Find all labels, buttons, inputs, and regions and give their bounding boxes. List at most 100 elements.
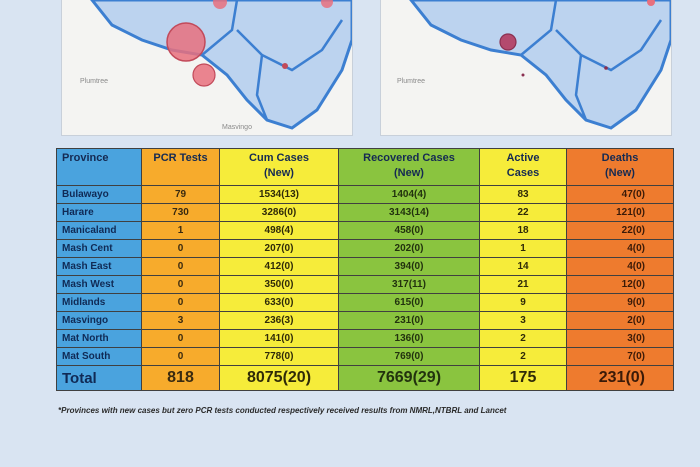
cell-province: Bulawayo (56, 185, 142, 204)
cell-deaths: 22(0) (566, 221, 674, 240)
map-label: Masvingo (222, 124, 252, 131)
cell-province: Midlands (56, 293, 142, 312)
bubble (321, 0, 333, 8)
header-deaths: Deaths (New) (566, 148, 674, 186)
map-shapes (90, 0, 352, 130)
cell-active: 21 (479, 275, 567, 294)
table-row: Bulawayo 79 1534(13) 1404(4) 83 47(0) (56, 185, 674, 204)
cell-deaths: 4(0) (566, 239, 674, 258)
cell-cum: 498(4) (219, 221, 339, 240)
table-row: Mash East 0 412(0) 394(0) 14 4(0) (56, 257, 674, 276)
cell-cum: 3286(0) (219, 203, 339, 222)
cell-recovered: 317(11) (338, 275, 480, 294)
cell-pcr: 0 (141, 293, 220, 312)
cell-deaths: 121(0) (566, 203, 674, 222)
cases-map: Plumtree Masvingo (62, 0, 352, 135)
total-deaths: 231(0) (566, 365, 674, 391)
cell-active: 2 (479, 347, 567, 366)
country-outline (409, 0, 671, 130)
cell-deaths: 7(0) (566, 347, 674, 366)
cell-province: Manicaland (56, 221, 142, 240)
cell-province: Mash Cent (56, 239, 142, 258)
header-line: Deaths (601, 152, 639, 164)
cell-recovered: 769(0) (338, 347, 480, 366)
header-line: Recovered Cases (363, 152, 455, 164)
cell-active: 9 (479, 293, 567, 312)
cell-recovered: 394(0) (338, 257, 480, 276)
header-line: (New) (264, 167, 294, 179)
cell-pcr: 79 (141, 185, 220, 204)
cell-province: Masvingo (56, 311, 142, 330)
total-cum: 8075(20) (219, 365, 339, 391)
cell-province: Mat South (56, 347, 142, 366)
covid-province-table: Province PCR Tests Cum Cases (New) Recove… (56, 148, 674, 391)
cell-province: Mash West (56, 275, 142, 294)
cell-cum: 412(0) (219, 257, 339, 276)
table-total-row: Total 818 8075(20) 7669(29) 175 231(0) (56, 365, 674, 391)
cell-cum: 633(0) (219, 293, 339, 312)
bubble (192, 63, 216, 87)
cell-active: 2 (479, 329, 567, 348)
header-line: (New) (605, 167, 635, 179)
bubble-harare (166, 22, 206, 62)
table-row: Manicaland 1 498(4) 458(0) 18 22(0) (56, 221, 674, 240)
header-province: Province (56, 148, 142, 186)
cell-cum: 778(0) (219, 347, 339, 366)
cell-cum: 1534(13) (219, 185, 339, 204)
header-pcr-tests: PCR Tests (141, 148, 220, 186)
country-outline (90, 0, 352, 130)
cell-pcr: 1 (141, 221, 220, 240)
header-active: Active Cases (479, 148, 567, 186)
table-row: Mat South 0 778(0) 769(0) 2 7(0) (56, 347, 674, 366)
cell-deaths: 47(0) (566, 185, 674, 204)
cell-recovered: 136(0) (338, 329, 480, 348)
table-row: Harare 730 3286(0) 3143(14) 22 121(0) (56, 203, 674, 222)
cell-active: 83 (479, 185, 567, 204)
province-border (236, 19, 344, 72)
cell-deaths: 4(0) (566, 257, 674, 276)
cell-province: Mat North (56, 329, 142, 348)
province-border (574, 54, 588, 121)
cell-active: 1 (479, 239, 567, 258)
table-row: Mat North 0 141(0) 136(0) 2 3(0) (56, 329, 674, 348)
bubble (521, 73, 525, 77)
cell-pcr: 0 (141, 275, 220, 294)
total-label: Total (56, 365, 142, 391)
cell-active: 22 (479, 203, 567, 222)
cell-deaths: 3(0) (566, 329, 674, 348)
map-shapes (409, 0, 671, 130)
header-line: (New) (394, 167, 424, 179)
map-label: Plumtree (80, 78, 109, 85)
table-footnote: *Provinces with new cases but zero PCR t… (58, 406, 507, 415)
total-active: 175 (479, 365, 567, 391)
deaths-map: Plumtree (381, 0, 671, 135)
bubble (604, 66, 608, 70)
cell-active: 3 (479, 311, 567, 330)
table-header-row: Province PCR Tests Cum Cases (New) Recove… (56, 148, 674, 186)
cell-recovered: 231(0) (338, 311, 480, 330)
cell-recovered: 458(0) (338, 221, 480, 240)
cell-pcr: 0 (141, 257, 220, 276)
cell-pcr: 730 (141, 203, 220, 222)
cell-pcr: 0 (141, 347, 220, 366)
province-border (201, 0, 239, 56)
cell-province: Harare (56, 203, 142, 222)
province-border (255, 54, 269, 121)
table-row: Masvingo 3 236(3) 231(0) 3 2(0) (56, 311, 674, 330)
header-line: Cases (506, 167, 540, 179)
bubble (282, 63, 288, 69)
table-row: Mash West 0 350(0) 317(11) 21 12(0) (56, 275, 674, 294)
cell-recovered: 3143(14) (338, 203, 480, 222)
bubble-harare (499, 33, 517, 51)
province-border (555, 19, 663, 72)
header-line: Active (506, 152, 540, 164)
cell-deaths: 12(0) (566, 275, 674, 294)
table-row: Midlands 0 633(0) 615(0) 9 9(0) (56, 293, 674, 312)
cell-active: 18 (479, 221, 567, 240)
header-line: Cum Cases (249, 152, 309, 164)
bubble (213, 0, 227, 9)
bubble (647, 0, 655, 6)
cell-pcr: 3 (141, 311, 220, 330)
cell-pcr: 0 (141, 239, 220, 258)
cell-cum: 236(3) (219, 311, 339, 330)
